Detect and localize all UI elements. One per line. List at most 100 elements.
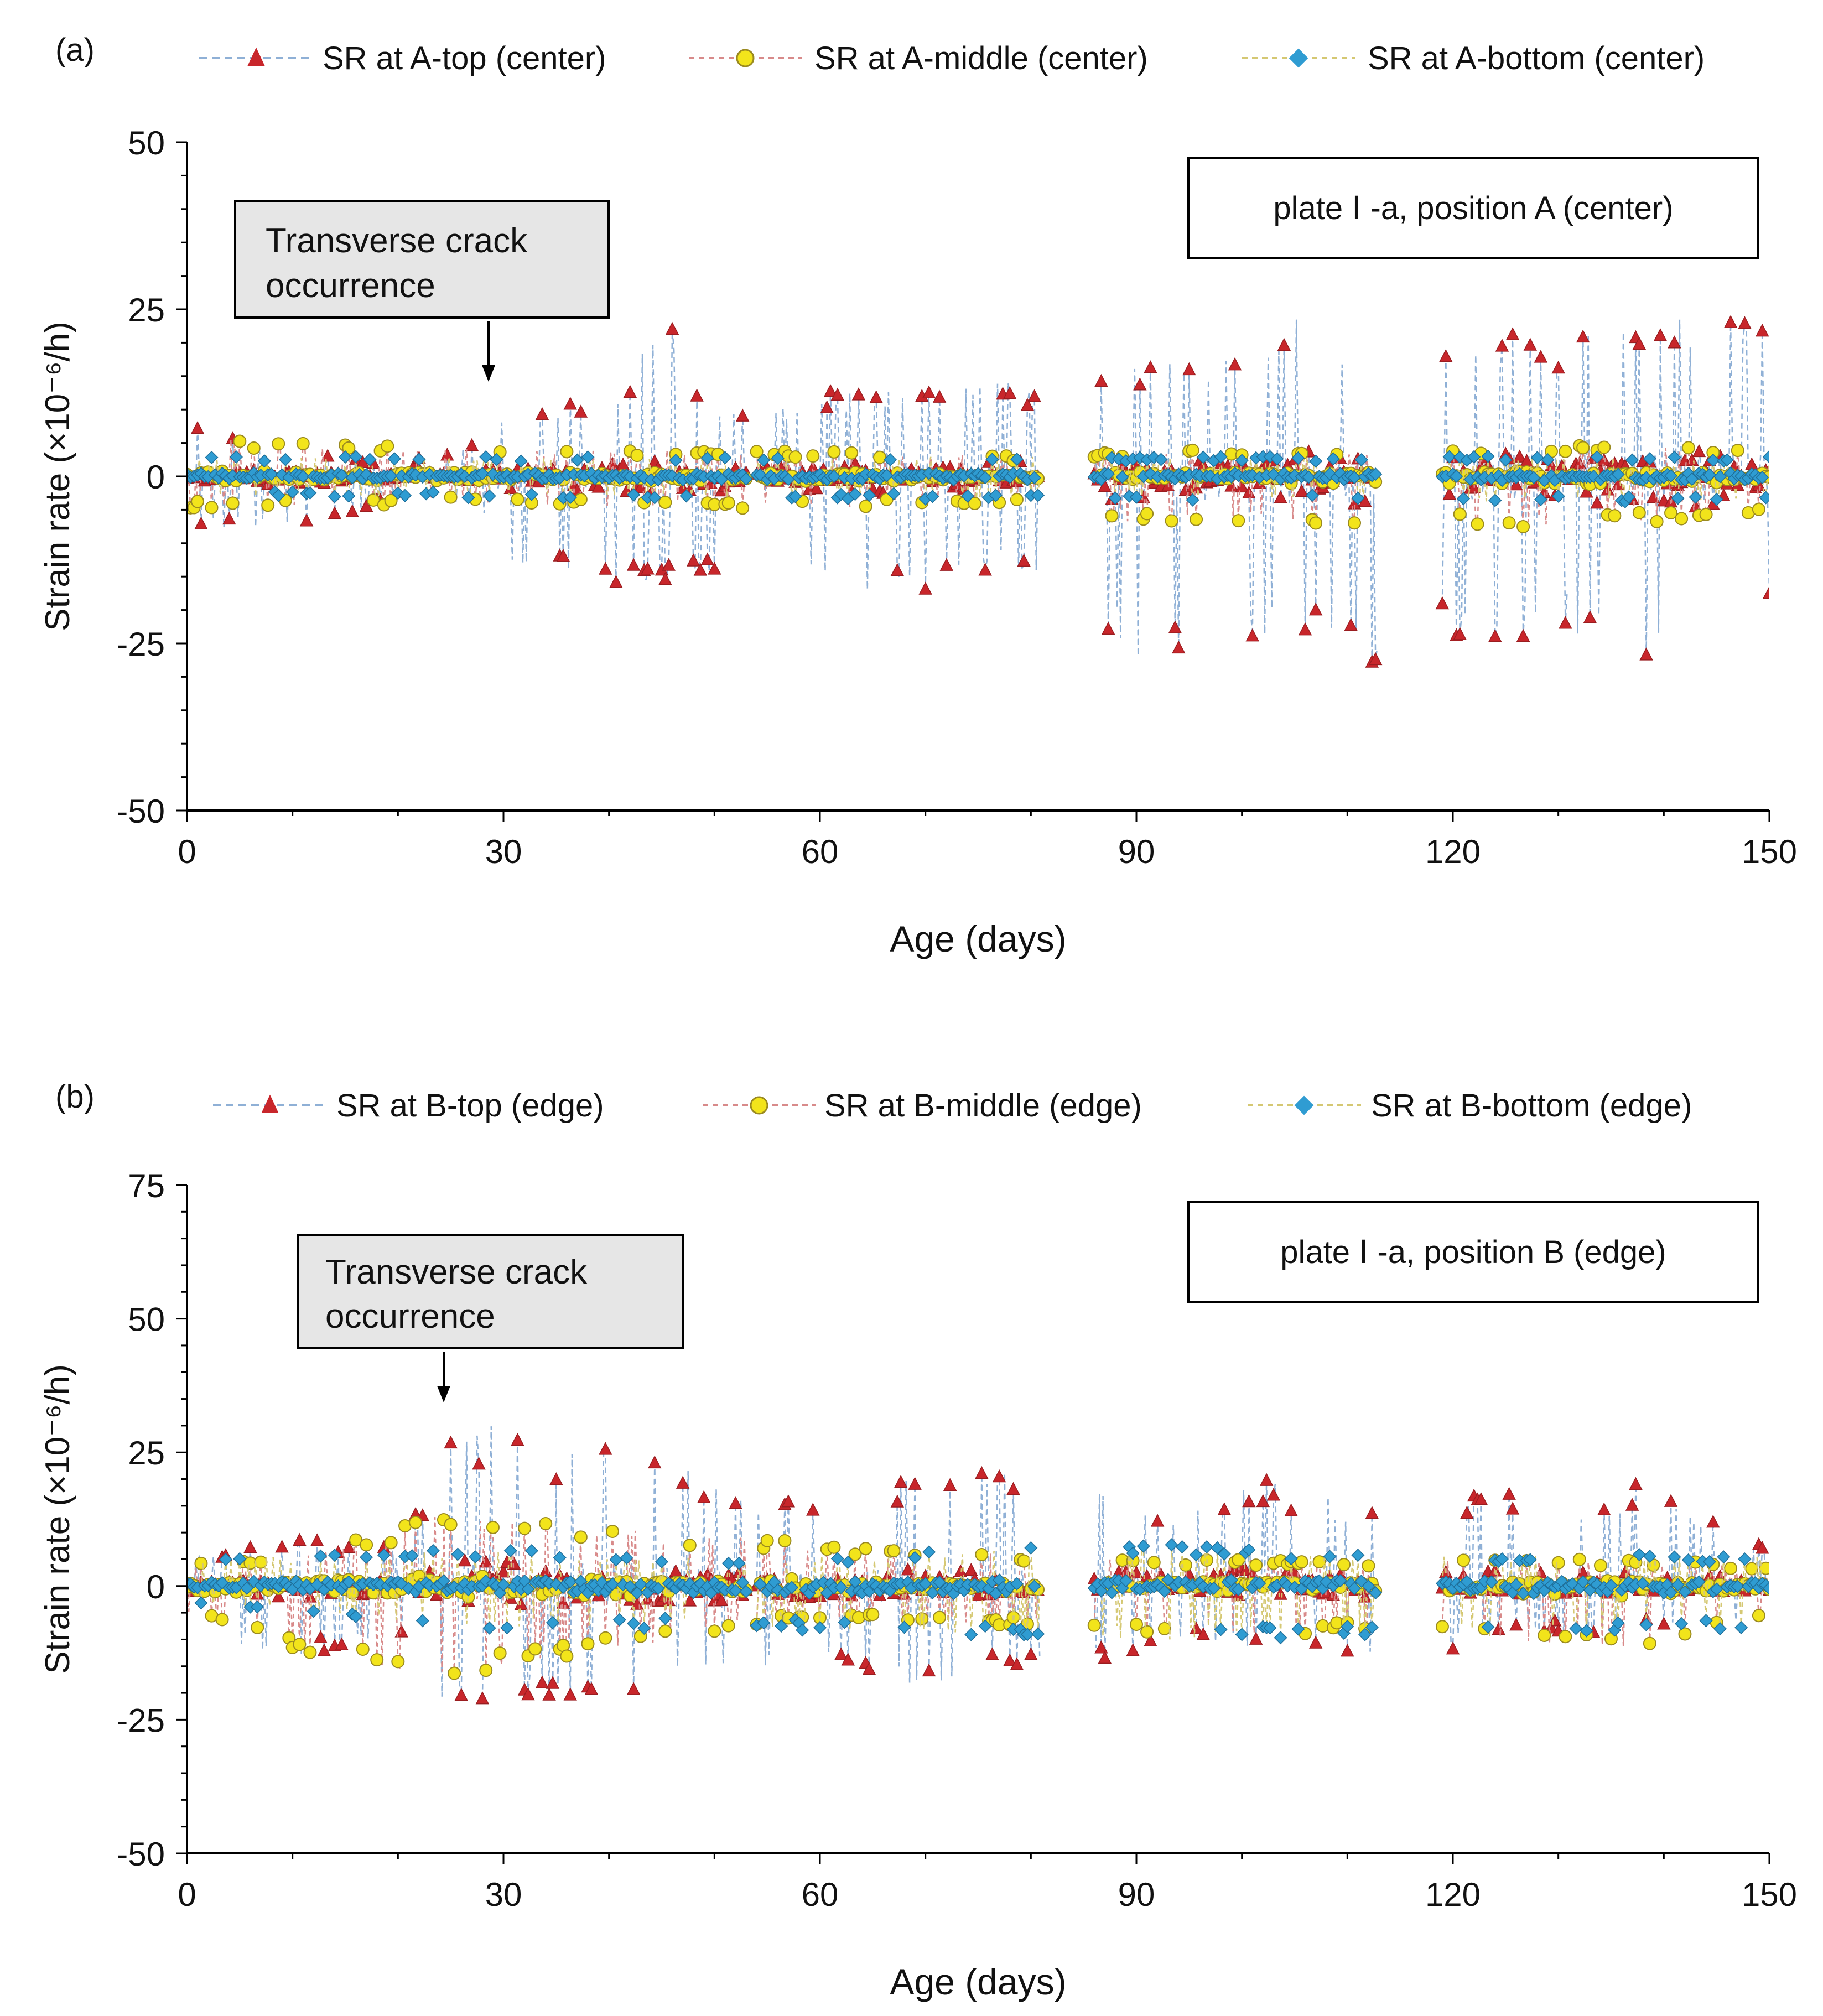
data-point-bottom	[1720, 453, 1734, 467]
data-point-top	[1298, 622, 1312, 636]
data-point-middle	[736, 501, 750, 515]
data-point-middle	[1249, 1558, 1263, 1572]
data-point-middle	[560, 445, 574, 459]
data-point-bottom	[1523, 1553, 1537, 1567]
data-point-bottom	[1702, 468, 1717, 482]
data-point-middle	[658, 1624, 672, 1638]
data-point-bottom	[679, 489, 693, 503]
data-point-bottom	[1291, 1622, 1305, 1636]
data-point-middle	[859, 500, 872, 513]
data-point-middle	[721, 1619, 735, 1633]
info-box-text-b: plate Ⅰ -a, position B (edge)	[1280, 1234, 1666, 1270]
data-point-bottom	[349, 450, 363, 464]
data-point-top	[496, 1565, 511, 1578]
data-point-bottom	[1284, 1552, 1298, 1566]
arrow-down-icon	[437, 1386, 450, 1402]
data-point-middle	[1608, 509, 1622, 523]
data-point-top	[342, 1540, 356, 1553]
legend-b-middle: SR at B-middle (edge)	[703, 1088, 1142, 1124]
data-point-middle	[1362, 1559, 1375, 1573]
data-point-bottom	[1734, 1620, 1748, 1635]
legend-label-b-top: SR at B-top (edge)	[336, 1088, 604, 1124]
data-point-bottom	[1604, 1578, 1618, 1592]
data-point-middle	[370, 1653, 384, 1667]
data-point-bottom	[1756, 470, 1769, 485]
data-point-bottom	[1027, 471, 1041, 485]
data-point-bottom	[753, 1577, 767, 1591]
data-point-bottom	[1108, 491, 1122, 505]
data-point-bottom	[1214, 1623, 1228, 1636]
callout-line-2-a: occurrence	[266, 267, 435, 305]
data-point-top	[1126, 1643, 1140, 1656]
data-point-middle	[391, 1655, 405, 1669]
legend-a: SR at A-top (center) SR at A-middle (cen…	[199, 40, 1705, 76]
data-point-top	[975, 1466, 989, 1479]
data-point-top	[1632, 336, 1647, 350]
data-point-bottom	[609, 1553, 623, 1567]
data-point-middle	[1643, 1636, 1656, 1650]
data-point-bottom	[922, 1545, 936, 1559]
data-point-top	[1534, 350, 1548, 363]
data-point-middle	[384, 493, 398, 507]
data-point-top	[1664, 1494, 1678, 1507]
data-point-middle	[1731, 444, 1744, 458]
data-point-middle	[1232, 514, 1245, 528]
legend-label-a-middle: SR at A-middle (center)	[814, 40, 1148, 76]
data-point-bottom	[398, 489, 412, 502]
data-point-middle	[845, 446, 859, 460]
data-point-middle	[360, 1538, 373, 1552]
data-point-bottom	[303, 486, 317, 500]
data-point-middle	[750, 445, 764, 459]
data-point-bottom	[461, 491, 475, 505]
y-tick-label: -25	[117, 626, 165, 663]
y-tick-label: -50	[117, 793, 165, 830]
data-point-bottom	[884, 453, 897, 467]
data-point-top	[272, 1589, 285, 1603]
data-point-middle	[1309, 516, 1323, 530]
data-point-top	[1144, 360, 1157, 373]
data-point-bottom	[1161, 1573, 1175, 1587]
data-point-bottom	[1024, 1541, 1038, 1555]
data-point-bottom	[1105, 1586, 1119, 1599]
data-point-bottom	[338, 450, 352, 464]
data-point-bottom	[1369, 1586, 1383, 1600]
data-point-top	[563, 1687, 577, 1701]
data-point-bottom	[1347, 1582, 1362, 1596]
data-point-bottom	[1580, 1624, 1593, 1638]
legend-label-b-middle: SR at B-middle (edge)	[824, 1088, 1142, 1124]
data-point-top	[1242, 1494, 1256, 1508]
data-point-top	[890, 563, 905, 576]
data-point-top	[1094, 373, 1108, 387]
data-point-middle	[827, 1540, 841, 1554]
data-point-bottom	[1235, 454, 1249, 467]
data-point-bottom	[933, 1576, 947, 1589]
y-tick-label: 75	[128, 1167, 165, 1204]
y-axis-label-b: Strain rate (×10⁻⁶/h)	[39, 1364, 77, 1674]
legend-b: SR at B-top (edge) SR at B-middle (edge)…	[213, 1088, 1692, 1124]
data-point-bottom	[1632, 1547, 1646, 1562]
data-point-bottom	[377, 1548, 391, 1562]
data-point-middle	[1572, 1552, 1586, 1566]
data-point-top	[626, 558, 641, 571]
data-point-bottom	[1509, 1578, 1523, 1592]
data-point-bottom	[1126, 1546, 1140, 1560]
data-point-top	[1756, 324, 1769, 337]
y-tick-label: 25	[128, 292, 165, 329]
data-point-bottom	[627, 488, 641, 502]
data-point-middle	[493, 1646, 507, 1660]
data-point-middle	[1724, 1561, 1738, 1575]
data-point-bottom	[469, 1550, 482, 1564]
data-point-top	[1003, 386, 1017, 399]
data-point-bottom	[257, 454, 271, 468]
data-point-top	[190, 421, 205, 434]
data-point-bottom	[651, 1582, 665, 1596]
x-tick-label: 150	[1742, 1876, 1797, 1913]
data-point-bottom	[1270, 452, 1284, 466]
data-point-bottom	[813, 1621, 827, 1635]
data-point-top	[1488, 629, 1502, 642]
data-point-top	[834, 1647, 848, 1660]
x-tick-label: 120	[1425, 833, 1481, 870]
data-point-bottom	[437, 1574, 451, 1588]
data-point-middle	[760, 1534, 774, 1547]
data-point-top	[809, 481, 823, 495]
